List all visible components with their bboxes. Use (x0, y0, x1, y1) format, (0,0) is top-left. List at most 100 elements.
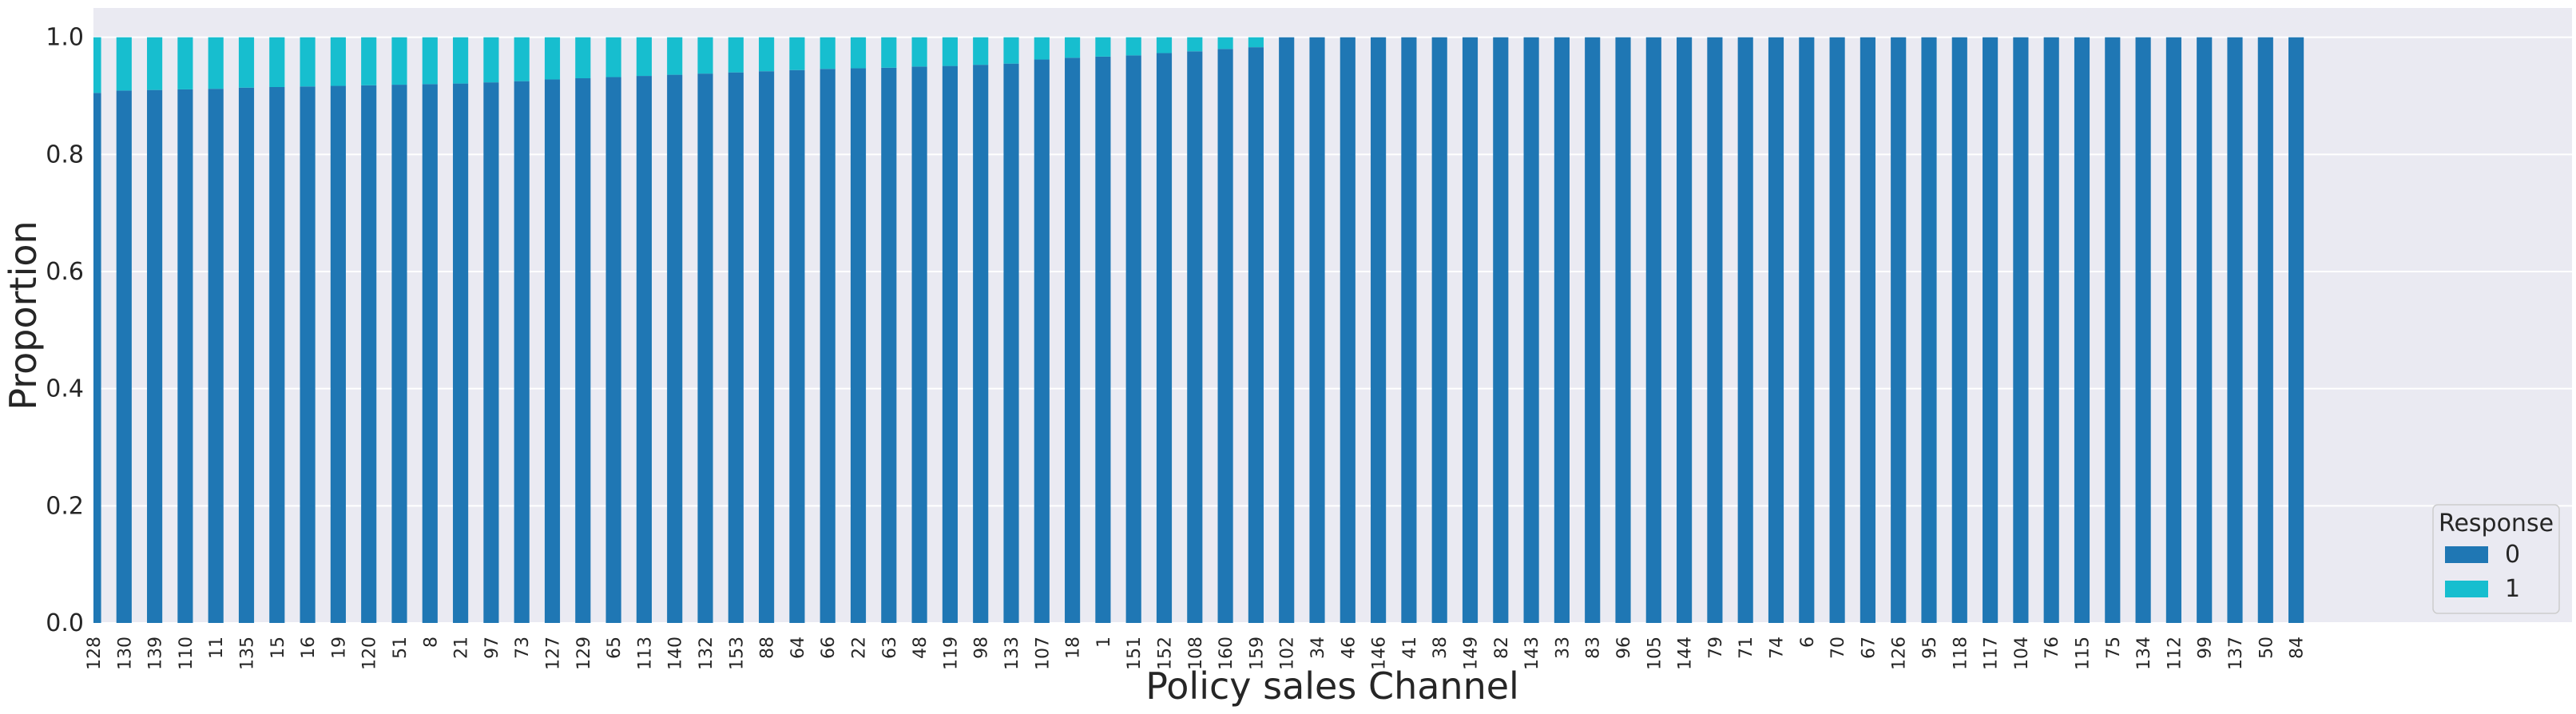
bar-1-51 (391, 37, 407, 85)
x-tick-label-159: 159 (1247, 637, 1267, 670)
x-tick-label-18: 18 (1064, 637, 1084, 659)
bar-0-97 (483, 82, 499, 624)
bar-0-74 (1768, 37, 1784, 623)
bar-1-152 (1156, 37, 1173, 54)
x-axis-label: Policy sales Channel (1145, 664, 1519, 708)
x-tick-label-152: 152 (1156, 637, 1176, 670)
bar-0-113 (636, 76, 652, 624)
x-tick-label-82: 82 (1492, 637, 1512, 659)
bar-1-120 (361, 37, 377, 85)
bar-0-76 (2043, 37, 2059, 623)
x-tick-label-66: 66 (819, 637, 839, 659)
bar-0-22 (850, 68, 867, 624)
bar-0-151 (1125, 55, 1141, 623)
bar-0-159 (1248, 47, 1264, 623)
bar-0-11 (208, 89, 224, 623)
bar-0-152 (1156, 53, 1173, 623)
bar-0-46 (1340, 37, 1355, 623)
bar-0-115 (2074, 37, 2090, 623)
y-tick-label-1: 0.2 (46, 492, 84, 520)
bar-0-126 (1891, 37, 1907, 623)
y-tick-label-3: 0.6 (46, 258, 84, 286)
x-tick-label-140: 140 (666, 637, 686, 670)
bar-0-143 (1523, 37, 1539, 623)
legend-title: Response (2439, 510, 2554, 537)
bar-1-1 (1095, 37, 1111, 57)
bar-0-19 (330, 85, 346, 624)
bar-1-21 (453, 37, 469, 84)
bar-0-18 (1065, 58, 1081, 624)
x-tick-label-130: 130 (115, 637, 135, 670)
x-tick-label-33: 33 (1553, 637, 1573, 659)
bar-0-6 (1799, 37, 1815, 623)
bar-0-96 (1615, 37, 1631, 623)
legend-label-1: 1 (2505, 575, 2520, 603)
bar-0-33 (1554, 37, 1570, 623)
x-tick-label-102: 102 (1278, 637, 1298, 670)
bar-1-133 (1003, 37, 1019, 64)
grid-lines (93, 36, 2572, 624)
bars (93, 37, 2304, 624)
bar-0-75 (2105, 37, 2121, 623)
bar-0-140 (667, 74, 683, 624)
y-tick-label-5: 1.0 (46, 24, 84, 52)
y-axis-ticks: 0.0 0.2 0.4 0.6 0.8 1.0 (46, 24, 84, 637)
bar-0-134 (2135, 37, 2151, 623)
bar-0-83 (1585, 37, 1601, 623)
x-tick-label-144: 144 (1676, 637, 1696, 670)
bar-0-127 (544, 79, 561, 623)
x-tick-label-113: 113 (635, 637, 655, 670)
y-tick-label-2: 0.4 (46, 375, 84, 403)
bar-0-64 (789, 69, 805, 623)
bar-0-50 (2257, 37, 2273, 623)
bar-0-119 (942, 65, 958, 624)
bar-0-70 (1829, 37, 1845, 623)
bar-1-159 (1248, 37, 1264, 48)
y-axis-label: Proportion (2, 220, 45, 410)
x-tick-label-1: 1 (1094, 637, 1114, 648)
x-tick-label-105: 105 (1645, 637, 1665, 670)
bar-1-129 (575, 37, 591, 78)
legend-label-0: 0 (2505, 541, 2520, 569)
legend: Response 0 1 (2432, 504, 2560, 614)
x-tick-label-73: 73 (513, 637, 533, 659)
bar-0-107 (1034, 59, 1050, 624)
bar-0-128 (93, 93, 101, 624)
legend-swatch-0 (2445, 546, 2488, 563)
x-tick-label-132: 132 (697, 637, 716, 670)
x-tick-label-50: 50 (2256, 637, 2276, 659)
bar-0-130 (116, 90, 132, 623)
bar-1-160 (1217, 37, 1233, 50)
bar-0-84 (2288, 37, 2304, 623)
bar-1-48 (911, 37, 927, 67)
x-tick-label-143: 143 (1522, 637, 1542, 670)
bar-1-18 (1065, 37, 1081, 58)
x-tick-label-133: 133 (1002, 637, 1022, 670)
x-tick-label-112: 112 (2165, 637, 2185, 670)
bar-1-130 (116, 37, 132, 91)
x-tick-label-67: 67 (1859, 637, 1879, 659)
bar-0-133 (1003, 63, 1019, 623)
x-tick-label-134: 134 (2134, 637, 2154, 670)
bar-0-146 (1371, 37, 1387, 623)
bar-1-153 (728, 37, 744, 73)
x-tick-label-11: 11 (207, 637, 227, 659)
bar-0-108 (1187, 51, 1203, 624)
bar-0-110 (177, 89, 193, 623)
bar-0-41 (1401, 37, 1417, 623)
bar-1-128 (93, 37, 101, 93)
bar-1-88 (759, 37, 775, 72)
bar-1-135 (238, 37, 255, 88)
bar-1-110 (177, 37, 193, 89)
x-tick-label-48: 48 (911, 637, 931, 659)
bar-0-102 (1279, 37, 1295, 623)
bar-0-99 (2197, 37, 2213, 623)
x-tick-label-108: 108 (1186, 637, 1206, 670)
x-tick-label-65: 65 (605, 637, 625, 659)
bar-0-137 (2227, 37, 2243, 623)
x-tick-label-151: 151 (1125, 637, 1145, 670)
bar-0-15 (269, 87, 285, 623)
bar-1-22 (850, 37, 867, 69)
bar-1-119 (942, 37, 958, 66)
x-tick-label-120: 120 (360, 637, 380, 670)
